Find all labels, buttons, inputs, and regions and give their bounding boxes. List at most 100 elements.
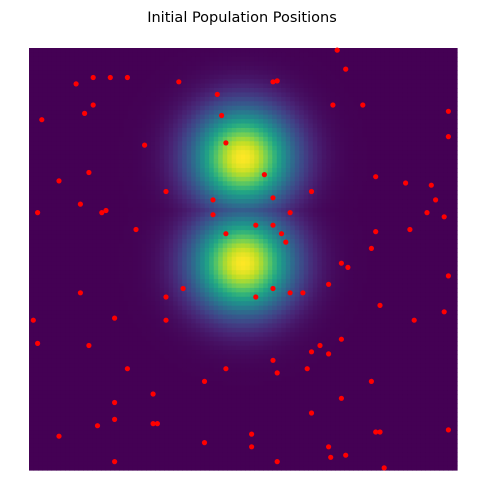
heatmap-cell (159, 278, 165, 285)
heatmap-cell (137, 247, 143, 253)
heatmap-cell (74, 407, 80, 413)
heatmap-cell (222, 203, 228, 209)
heatmap-cell (29, 212, 35, 218)
heatmap-cell (195, 101, 201, 107)
heatmap-cell (51, 256, 57, 262)
heatmap-cell (114, 132, 120, 138)
heatmap-cell (105, 159, 111, 165)
heatmap-cell (164, 87, 170, 94)
heatmap-cell (69, 376, 75, 382)
heatmap-cell (96, 92, 102, 98)
heatmap-cell (92, 332, 98, 338)
heatmap-cell (263, 261, 269, 267)
heatmap-cell (38, 194, 44, 200)
heatmap-cell (218, 412, 224, 418)
heatmap-cell (69, 350, 75, 356)
heatmap-cell (128, 390, 134, 396)
heatmap-cell (83, 261, 89, 267)
heatmap-cell (47, 385, 53, 391)
heatmap-cell (236, 150, 242, 156)
heatmap-cell (186, 252, 192, 258)
heatmap-cell (128, 398, 134, 404)
heatmap-cell (209, 430, 215, 436)
heatmap-cell (240, 358, 246, 364)
heatmap-cell (245, 270, 251, 276)
heatmap-cell (123, 265, 129, 271)
heatmap-cell (195, 403, 201, 409)
heatmap-cell (33, 296, 39, 302)
heatmap-cell (83, 296, 89, 302)
heatmap-cell (137, 358, 143, 364)
heatmap-cell (177, 194, 183, 200)
heatmap-cell (101, 159, 107, 165)
heatmap-cell (200, 421, 206, 427)
heatmap-cell (218, 452, 224, 458)
heatmap-cell (191, 310, 197, 316)
heatmap-cell (123, 345, 129, 351)
heatmap-cell (56, 207, 62, 213)
heatmap-cell (254, 381, 260, 387)
heatmap-cell (164, 416, 170, 422)
heatmap-cell (245, 190, 251, 196)
heatmap-cell (209, 292, 215, 298)
heatmap-cell (186, 127, 192, 133)
heatmap-cell (150, 443, 156, 449)
heatmap-cell (209, 145, 215, 151)
heatmap-cell (83, 336, 89, 342)
heatmap-cell (74, 398, 80, 404)
heatmap-cell (96, 145, 102, 151)
heatmap-cell (222, 363, 228, 369)
heatmap-cell (177, 345, 183, 351)
heatmap-cell (105, 194, 111, 200)
heatmap-cell (105, 230, 111, 236)
heatmap-cell (159, 425, 165, 431)
heatmap-cell (123, 314, 129, 320)
heatmap-cell (110, 163, 116, 169)
heatmap-cell (65, 154, 71, 160)
heatmap-cell (96, 65, 102, 71)
heatmap-cell (231, 421, 237, 427)
heatmap-cell (105, 278, 111, 285)
heatmap-cell (254, 154, 260, 160)
heatmap-cell (29, 190, 35, 196)
heatmap-cell (110, 425, 116, 431)
heatmap-cell (263, 123, 269, 129)
heatmap-cell (83, 207, 89, 213)
heatmap-cell (141, 234, 147, 240)
heatmap-cell (69, 92, 75, 98)
heatmap-cell (155, 350, 161, 356)
heatmap-cell (200, 65, 206, 71)
heatmap-cell (33, 421, 39, 427)
heatmap-cell (200, 239, 206, 245)
heatmap-cell (128, 394, 134, 400)
heatmap-cell (123, 332, 129, 338)
heatmap-cell (258, 101, 264, 107)
heatmap-cell (258, 61, 264, 67)
heatmap-cell (137, 434, 143, 440)
heatmap-cell (56, 83, 62, 89)
heatmap-cell (173, 61, 179, 67)
heatmap-cell (38, 243, 44, 249)
heatmap-cell (249, 199, 255, 205)
heatmap-cell (249, 278, 255, 285)
heatmap-cell (191, 296, 197, 302)
heatmap-cell (92, 61, 98, 67)
heatmap-cell (150, 243, 156, 249)
heatmap-cell (218, 145, 224, 151)
heatmap-cell (168, 212, 174, 218)
heatmap-cell (101, 416, 107, 422)
heatmap-cell (38, 367, 44, 373)
heatmap-cell (83, 350, 89, 356)
heatmap-cell (209, 225, 215, 231)
heatmap-cell (42, 305, 48, 311)
heatmap-cell (42, 310, 48, 316)
heatmap-cell (96, 265, 102, 271)
heatmap-cell (110, 394, 116, 400)
heatmap-cell (123, 163, 129, 169)
heatmap-cell (222, 332, 228, 338)
heatmap-cell (29, 456, 35, 462)
heatmap-cell (150, 367, 156, 373)
heatmap-cell (51, 96, 57, 102)
heatmap-cell (87, 92, 93, 98)
heatmap-cell (119, 141, 125, 147)
